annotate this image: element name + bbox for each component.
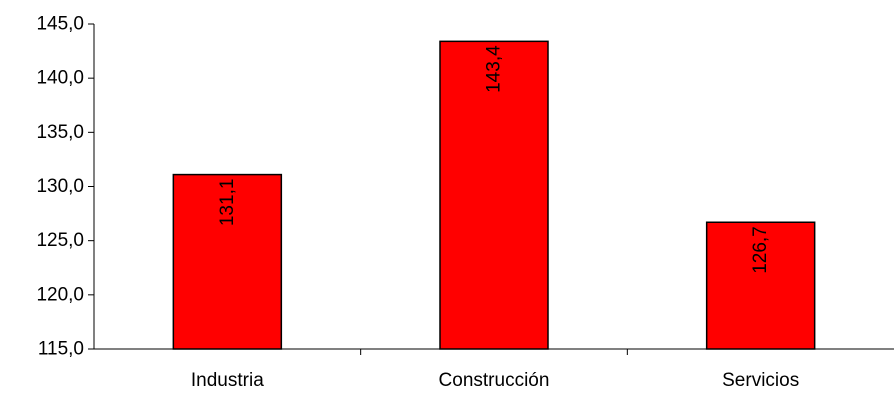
data-label-industria: 131,1 — [217, 179, 238, 227]
y-tick-label: 135,0 — [36, 122, 84, 143]
category-label-servicios: Servicios — [722, 370, 799, 391]
y-tick-label: 140,0 — [36, 68, 84, 89]
category-label-construcción: Construcción — [439, 370, 550, 391]
y-ticks-group: 115,0 120,0 125,0 130,0 135,0 140,0 145,0 — [36, 14, 94, 360]
data-label-construcción: 143,4 — [484, 45, 505, 93]
data-label-servicios: 126,7 — [750, 226, 771, 274]
y-tick-label: 145,0 — [36, 14, 84, 35]
bar-construcción — [439, 40, 549, 350]
bar-industria — [172, 173, 283, 350]
bars-group — [172, 40, 816, 350]
category-label-industria: Industria — [191, 370, 264, 391]
x-categories-group: Industria Construcción Servicios — [191, 349, 799, 391]
bar-servicios — [705, 221, 816, 350]
y-tick-label: 125,0 — [36, 230, 84, 251]
data-labels-group: 131,1 143,4 126,7 — [217, 45, 771, 274]
y-tick-label: 115,0 — [38, 339, 84, 360]
y-tick-label: 120,0 — [36, 284, 84, 305]
y-tick-label: 130,0 — [36, 176, 84, 197]
